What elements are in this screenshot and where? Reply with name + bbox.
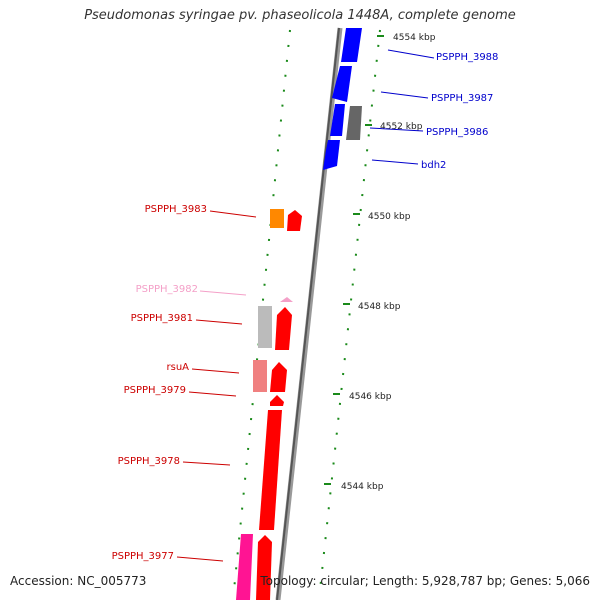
gene-PSPPH_3979 <box>270 395 284 406</box>
map-title: Pseudomonas syringae pv. phaseolicola 14… <box>84 8 516 23</box>
gene-PSPPH_3986 <box>330 104 345 136</box>
gene-label: PSPPH_3988 <box>436 52 498 63</box>
gene-labels: PSPPH_3988 PSPPH_3987 PSPPH_3986 bdh2 PS… <box>112 49 498 562</box>
gene-PSPPH_3983 <box>287 210 302 231</box>
scale-markers: 4554 kbp 4552 kbp 4550 kbp 4548 kbp 4546… <box>324 33 436 492</box>
gene-PSPPH_3977 <box>256 535 272 600</box>
scale-label: 4550 kbp <box>368 212 411 222</box>
scale-label: 4548 kbp <box>358 302 401 312</box>
gene-label: PSPPH_3982 <box>136 284 198 295</box>
gene-PSPPH_3988 <box>341 28 362 62</box>
gene-label: PSPPH_3979 <box>124 385 186 396</box>
gene-label: bdh2 <box>421 160 446 171</box>
gene-PSPPH_3978 <box>259 410 282 530</box>
gene-label: PSPPH_3983 <box>145 204 207 215</box>
gene-PSPPH_3987 <box>332 66 352 102</box>
gene-PSPPH_3982 <box>280 297 293 302</box>
gene-label: PSPPH_3987 <box>431 93 493 104</box>
genome-backbone <box>275 27 343 600</box>
gene-label: PSPPH_3981 <box>131 313 193 324</box>
genome-summary-text: Topology: circular; Length: 5,928,787 bp… <box>260 574 590 588</box>
gene-label: PSPPH_3978 <box>118 456 180 467</box>
gene-PSPPH_3981-grey <box>258 306 272 348</box>
gene-label: PSPPH_3977 <box>112 551 174 562</box>
scale-label: 4552 kbp <box>380 122 423 132</box>
gene-rsuA-salmon <box>253 360 267 392</box>
reverse-strand-genes <box>323 28 362 170</box>
scale-label: 4546 kbp <box>349 392 392 402</box>
scale-label: 4544 kbp <box>341 482 384 492</box>
gene-PSPPH_3977-magenta <box>236 534 253 600</box>
gene-PSPPH_3983-orange <box>270 209 284 228</box>
forward-strand-genes <box>236 209 302 600</box>
gene-label: PSPPH_3986 <box>426 127 488 138</box>
gene-label: rsuA <box>167 362 190 373</box>
scale-label: 4554 kbp <box>393 33 436 43</box>
gene-PSPPH_3981 <box>275 307 292 350</box>
gene-bdh2 <box>323 140 340 170</box>
gene-PSPPH_3986-grey <box>346 106 362 140</box>
gene-rsuA <box>270 362 287 392</box>
accession-text: Accession: NC_005773 <box>10 574 147 588</box>
